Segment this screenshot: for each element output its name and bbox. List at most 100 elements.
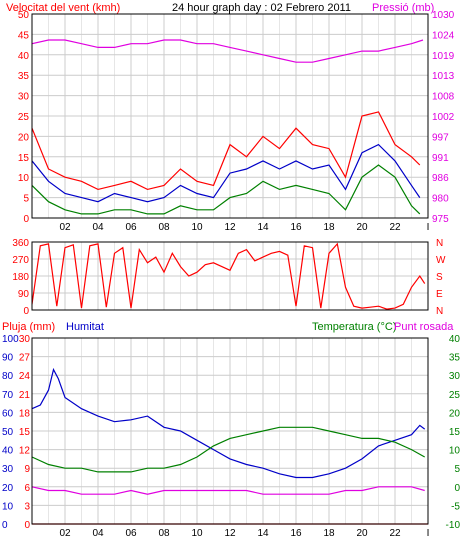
- compass-tick-label: N: [436, 306, 443, 317]
- x-tick-label: 16: [290, 222, 302, 233]
- humidity-tick-label: 80: [2, 371, 14, 382]
- x-tick-label: 20: [356, 528, 368, 539]
- pressure-tick-label: 991: [432, 153, 449, 164]
- temperature-tick-label: -5: [451, 501, 460, 512]
- x-tick-label: 10: [191, 222, 203, 233]
- humidity-series-line: [31, 367, 426, 479]
- x-tick-label: 18: [323, 222, 335, 233]
- x-tick-label: I: [427, 222, 430, 233]
- pressure-series-line: [31, 39, 424, 63]
- rain-tick-label: 18: [19, 408, 31, 419]
- rain-axis-title: Pluja (mm): [2, 321, 55, 333]
- rain-tick-label: 3: [24, 501, 30, 512]
- wind-tick-label: 35: [18, 71, 30, 82]
- rain-tick-label: 9: [24, 464, 30, 475]
- x-tick-label: 12: [224, 528, 236, 539]
- rain-tick-label: 27: [19, 353, 31, 364]
- x-tick-label: 06: [125, 528, 137, 539]
- wind-tick-label: 45: [18, 30, 30, 41]
- rain-tick-label: 15: [19, 427, 31, 438]
- pressure-tick-label: 1013: [432, 71, 455, 82]
- temperature-tick-label: 40: [449, 334, 461, 345]
- direction-series-line: [31, 242, 426, 310]
- pressure-tick-label: 986: [432, 173, 449, 184]
- wind-tick-label: 5: [23, 194, 29, 205]
- dew-point-axis-title: Punt rosada: [394, 321, 454, 333]
- average-series-line: [31, 143, 421, 203]
- x-tick-label: 16: [290, 528, 302, 539]
- rain-tick-label: 12: [19, 446, 31, 457]
- rain-tick-label: 0: [24, 520, 30, 531]
- wind-tick-label: 0: [23, 214, 29, 225]
- wind-tick-label: 15: [18, 153, 30, 164]
- humidity-tick-label: 100: [2, 334, 19, 345]
- temperature-tick-label: 0: [454, 483, 460, 494]
- temperature-series-line: [31, 426, 425, 473]
- humidity-tick-label: 40: [2, 446, 14, 457]
- compass-tick-label: W: [436, 255, 446, 266]
- humidity-tick-label: 60: [2, 408, 14, 419]
- rain-tick-label: 24: [19, 371, 31, 382]
- direction-tick-label: 90: [18, 289, 30, 300]
- wind-tick-label: 20: [18, 132, 30, 143]
- temperature-tick-label: 20: [449, 408, 461, 419]
- pressure-tick-label: 1019: [432, 51, 455, 62]
- compass-tick-label: S: [436, 272, 443, 283]
- humidity-tick-label: 0: [2, 520, 8, 531]
- x-tick-label: 02: [59, 528, 71, 539]
- humidity-temperature-plot: 0102030405060708090100036912151821242730…: [2, 334, 460, 539]
- temperature-tick-label: 25: [449, 390, 461, 401]
- wind-tick-label: 50: [18, 10, 30, 21]
- x-tick-label: 10: [191, 528, 203, 539]
- pressure-tick-label: 1024: [432, 30, 455, 41]
- wind-plot-frame: [31, 13, 429, 219]
- dew_point-series-line: [31, 486, 425, 495]
- direction-tick-label: 360: [12, 238, 29, 249]
- temperature-tick-label: 30: [449, 371, 461, 382]
- x-tick-label: 08: [158, 528, 170, 539]
- temperature-tick-label: 5: [454, 464, 460, 475]
- rain-tick-label: 6: [24, 483, 30, 494]
- pressure-tick-label: 1002: [432, 112, 455, 123]
- wind-tick-label: 10: [18, 173, 30, 184]
- x-tick-label: 06: [125, 222, 137, 233]
- x-tick-label: 22: [389, 222, 401, 233]
- compass-tick-label: N: [436, 238, 443, 249]
- x-tick-label: 02: [59, 222, 71, 233]
- pressure-tick-label: 980: [432, 194, 449, 205]
- humidity-tick-label: 70: [2, 390, 14, 401]
- humidity-tick-label: 30: [2, 464, 14, 475]
- x-tick-label: 08: [158, 222, 170, 233]
- temperature-tick-label: 15: [449, 427, 461, 438]
- wind-pressure-plot: 0510152025303540455097598098699199710021…: [18, 10, 455, 233]
- wind_min-series-line: [31, 164, 421, 215]
- humidity-tick-label: 10: [2, 501, 14, 512]
- rain-tick-label: 30: [19, 334, 31, 345]
- x-tick-label: 18: [323, 528, 335, 539]
- humidity-tick-label: 20: [2, 483, 14, 494]
- humidity-tick-label: 50: [2, 427, 14, 438]
- temperature-tick-label: 10: [449, 446, 461, 457]
- wind-axis-title: Velocitat del vent (kmh): [6, 2, 120, 14]
- direction-tick-label: 270: [12, 255, 29, 266]
- temperature-tick-label: 35: [449, 353, 461, 364]
- x-tick-label: 14: [257, 222, 269, 233]
- direction-tick-label: 180: [12, 272, 29, 283]
- temperature-tick-label: -10: [446, 520, 461, 531]
- humidity-tick-label: 90: [2, 353, 14, 364]
- x-tick-label: 20: [356, 222, 368, 233]
- x-tick-label: 22: [389, 528, 401, 539]
- wind-tick-label: 40: [18, 51, 30, 62]
- x-tick-label: 12: [224, 222, 236, 233]
- x-tick-label: I: [427, 528, 430, 539]
- x-tick-label: 04: [92, 528, 104, 539]
- x-tick-label: 14: [257, 528, 269, 539]
- pressure-axis-title: Pressió (mb): [372, 2, 434, 14]
- direction-plot-frame: [31, 241, 429, 311]
- chart-title: 24 hour graph day : 02 Febrero 2011: [172, 2, 351, 14]
- direction-tick-label: 0: [23, 306, 29, 317]
- x-tick-label: 04: [92, 222, 104, 233]
